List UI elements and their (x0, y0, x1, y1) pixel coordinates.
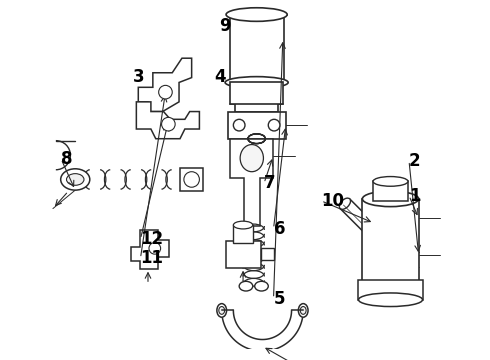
Ellipse shape (367, 226, 381, 240)
Text: 2: 2 (409, 152, 420, 170)
Text: 1: 1 (409, 186, 420, 204)
Ellipse shape (240, 144, 264, 172)
Ellipse shape (255, 281, 269, 291)
Circle shape (149, 243, 161, 254)
Polygon shape (136, 102, 199, 139)
Ellipse shape (67, 174, 84, 185)
Ellipse shape (363, 191, 418, 207)
Bar (180, 168, 203, 191)
Bar (227, 112, 286, 139)
Ellipse shape (219, 306, 224, 314)
Bar (363, 199, 418, 296)
Circle shape (233, 119, 245, 131)
Ellipse shape (225, 77, 288, 88)
Text: 6: 6 (273, 220, 285, 238)
Text: 9: 9 (219, 17, 230, 35)
Ellipse shape (226, 8, 287, 21)
Bar (230, 14, 284, 82)
Polygon shape (230, 139, 273, 226)
Circle shape (159, 85, 172, 99)
Ellipse shape (233, 221, 253, 229)
Text: 4: 4 (214, 68, 226, 86)
Polygon shape (130, 230, 170, 269)
Text: 10: 10 (321, 192, 344, 210)
Text: 7: 7 (264, 174, 276, 192)
Bar (261, 248, 274, 260)
Ellipse shape (300, 306, 306, 314)
Text: 11: 11 (141, 249, 164, 267)
Circle shape (269, 119, 280, 131)
Ellipse shape (61, 169, 90, 190)
Polygon shape (138, 58, 192, 112)
Bar (233, 225, 253, 243)
Circle shape (184, 172, 199, 187)
Circle shape (162, 117, 175, 131)
Text: 12: 12 (141, 230, 164, 248)
Text: 8: 8 (61, 150, 73, 168)
Ellipse shape (217, 303, 226, 317)
Text: 5: 5 (273, 289, 285, 307)
Bar (230, 82, 283, 104)
Ellipse shape (339, 198, 350, 209)
Ellipse shape (359, 293, 422, 306)
Text: 3: 3 (133, 68, 145, 86)
Ellipse shape (298, 303, 308, 317)
Ellipse shape (373, 176, 408, 186)
Ellipse shape (239, 281, 253, 291)
Bar (225, 240, 261, 268)
Bar (359, 280, 422, 300)
Bar (373, 181, 408, 201)
